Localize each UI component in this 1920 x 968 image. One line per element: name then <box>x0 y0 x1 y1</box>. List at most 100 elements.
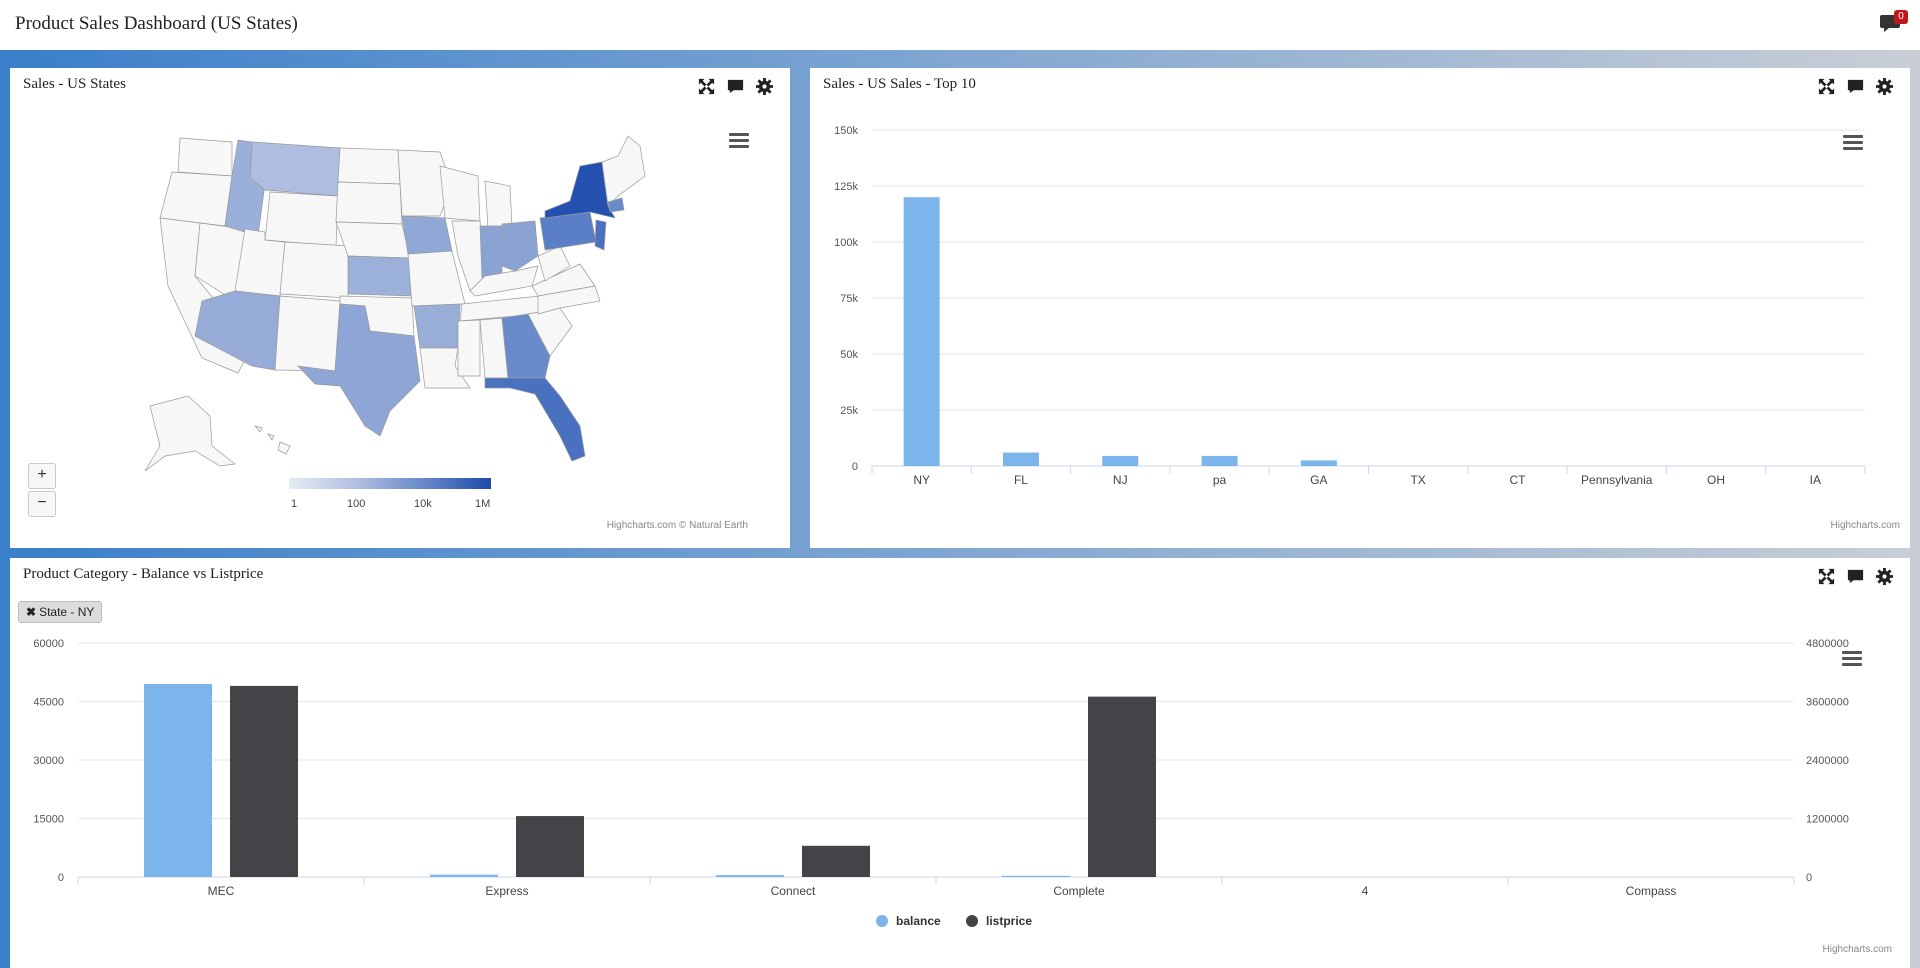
state-mi <box>484 180 513 229</box>
page-title: Product Sales Dashboard (US States) <box>15 13 298 34</box>
state-la <box>419 347 471 389</box>
category-credit: Highcharts.com <box>1822 944 1892 955</box>
comment-icon[interactable] <box>1846 567 1865 586</box>
y-tick-label: 25k <box>840 405 858 417</box>
state-ar <box>413 303 461 349</box>
legend-label: 100 <box>347 498 366 510</box>
y-tick-label: 100k <box>834 237 858 249</box>
state-wv <box>537 245 571 282</box>
x-tick-label: Pennsylvania <box>1581 473 1653 487</box>
gear-icon[interactable] <box>1875 567 1894 586</box>
state-ak <box>144 395 236 472</box>
top10-panel-tools <box>1817 77 1894 96</box>
state-nm <box>274 295 341 372</box>
top10-menu-button[interactable] <box>1843 135 1863 151</box>
x-tick-label: TX <box>1410 473 1425 487</box>
map-panel: Sales - US States <box>10 68 790 548</box>
state-hi <box>254 425 291 455</box>
map-color-legend <box>289 478 491 489</box>
balance-bar <box>716 875 784 877</box>
state-nd <box>337 147 401 185</box>
balance-bar <box>1002 875 1070 877</box>
legend-listprice-symbol <box>966 915 978 927</box>
x-tick-label: Express <box>485 884 528 898</box>
y-tick-label: 150k <box>834 125 858 137</box>
balance-bar <box>144 683 212 877</box>
comment-icon[interactable] <box>726 77 745 96</box>
state-ne <box>335 221 411 259</box>
y-right-tick-label: 3600000 <box>1806 697 1849 709</box>
bar <box>1102 455 1139 466</box>
zoom-in-button[interactable]: + <box>28 463 56 489</box>
x-tick-label: GA <box>1310 473 1327 487</box>
y-left-tick-label: 0 <box>58 872 64 884</box>
bar <box>1300 460 1337 466</box>
top10-chart: 0 25k 50k 75k 100k 125k 150k NY FL NJ pa GA TX CT Penn… <box>834 125 1866 487</box>
state-fl <box>484 377 586 462</box>
gear-icon[interactable] <box>755 77 774 96</box>
x-tick-label: Compass <box>1626 884 1677 898</box>
y-left-tick-label: 15000 <box>33 814 64 826</box>
y-left-tick-label: 30000 <box>33 755 64 767</box>
map-credit: Highcharts.com © Natural Earth <box>606 520 748 531</box>
state-filter-chip[interactable]: ✖ State - NY <box>18 601 103 623</box>
top10-panel: Sales - US Sales - Top 10 0 25k 50k 75k 100k… <box>810 68 1910 548</box>
us-map <box>144 135 646 472</box>
state-ct <box>607 197 625 213</box>
notification-badge: 0 <box>1894 10 1908 24</box>
balance-bar <box>430 874 498 877</box>
legend-balance-label: balance <box>896 914 941 928</box>
category-chart: 0 0 15000 1200000 30000 2400000 45000 3600000 60… <box>33 638 1849 928</box>
gear-icon[interactable] <box>1875 77 1894 96</box>
legend-label: 10k <box>414 498 432 510</box>
y-tick-label: 75k <box>840 293 858 305</box>
y-left-tick-label: 60000 <box>33 638 64 650</box>
top10-credit: Highcharts.com <box>1830 520 1900 531</box>
state-or <box>159 171 233 227</box>
expand-icon[interactable] <box>1817 567 1836 586</box>
state-ky <box>469 265 539 297</box>
y-right-tick-label: 1200000 <box>1806 814 1849 826</box>
map-panel-tools <box>697 77 774 96</box>
state-new-england <box>601 135 646 207</box>
y-tick-label: 125k <box>834 181 858 193</box>
zoom-out-button[interactable]: − <box>28 491 56 517</box>
category-menu-button[interactable] <box>1842 651 1862 667</box>
expand-icon[interactable] <box>1817 77 1836 96</box>
state-nj <box>594 219 607 251</box>
state-wi <box>439 165 481 222</box>
top10-panel-title: Sales - US Sales - Top 10 <box>823 76 976 92</box>
x-tick-label: MEC <box>208 884 235 898</box>
x-tick-label: FL <box>1014 473 1028 487</box>
state-ga <box>501 313 551 379</box>
y-right-tick-label: 4800000 <box>1806 638 1849 650</box>
y-right-tick-label: 2400000 <box>1806 755 1849 767</box>
x-tick-label: CT <box>1509 473 1526 487</box>
legend-label: 1 <box>291 498 298 510</box>
notifications-button[interactable]: 0 <box>1880 10 1908 36</box>
state-in <box>479 225 503 279</box>
listprice-bar <box>802 845 870 877</box>
bar <box>1201 455 1238 466</box>
y-tick-label: 50k <box>840 349 858 361</box>
bar <box>903 197 940 466</box>
state-oh <box>501 220 539 272</box>
x-tick-label: Complete <box>1053 884 1105 898</box>
top-bar: Product Sales Dashboard (US States) 0 <box>0 0 1920 50</box>
category-panel-tools <box>1817 567 1894 586</box>
state-ms <box>457 319 481 377</box>
expand-icon[interactable] <box>697 77 716 96</box>
state-wa <box>177 137 233 177</box>
legend-balance-symbol <box>876 915 888 927</box>
x-tick-label: 4 <box>1362 884 1369 898</box>
close-icon[interactable]: ✖ <box>26 605 37 619</box>
y-tick-label: 0 <box>852 461 858 473</box>
bar <box>1002 452 1039 466</box>
state-mt <box>249 141 341 197</box>
listprice-bar <box>230 685 298 877</box>
state-wy <box>264 191 339 247</box>
listprice-bar <box>1088 696 1156 877</box>
map-menu-button[interactable] <box>729 133 749 149</box>
x-tick-label: pa <box>1213 473 1227 487</box>
comment-icon[interactable] <box>1846 77 1865 96</box>
